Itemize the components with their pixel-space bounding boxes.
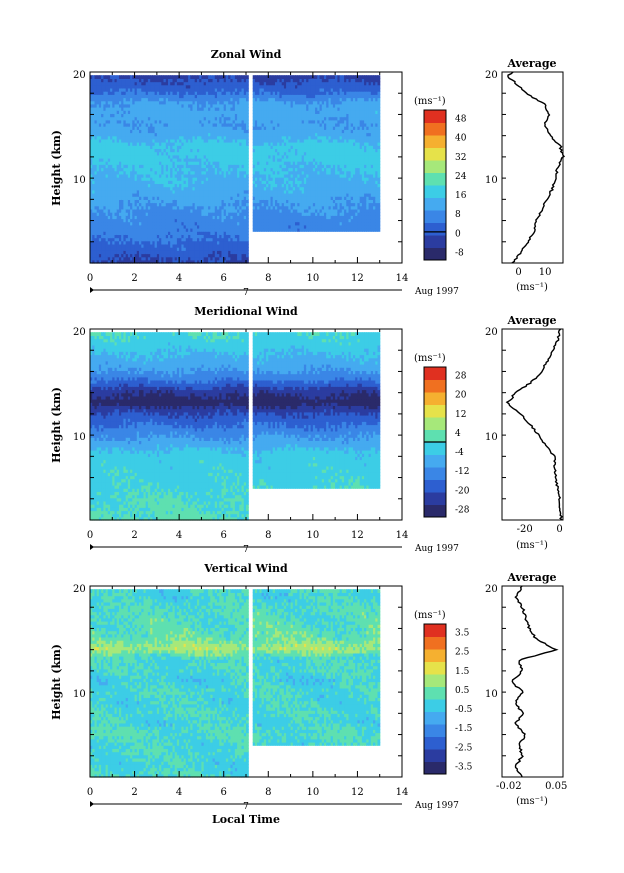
panel-zonal: Zonal Wind Height (km) 10 20 0 2 4 6 8 1… — [50, 48, 564, 298]
figure: Zonal Wind Height (km) 10 20 0 2 4 6 8 1… — [0, 0, 624, 873]
heatmap-area — [90, 75, 380, 263]
panel-title: Zonal Wind — [211, 48, 282, 61]
heatmap-cell — [246, 75, 249, 79]
